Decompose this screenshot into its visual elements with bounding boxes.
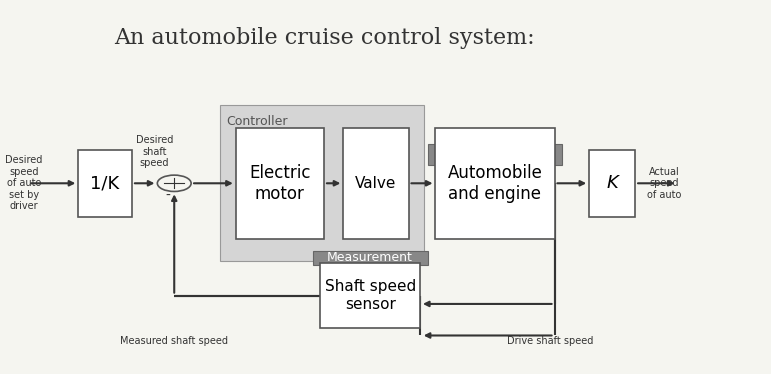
Text: Controller: Controller	[227, 114, 288, 128]
Bar	[312, 251, 428, 265]
Bar	[221, 105, 424, 261]
Text: K: K	[606, 174, 618, 192]
Text: Desired
speed
of auto
set by
driver: Desired speed of auto set by driver	[5, 155, 42, 211]
Text: Measurement: Measurement	[327, 251, 413, 264]
Text: Actual
speed
of auto: Actual speed of auto	[647, 167, 681, 200]
Text: Process: Process	[471, 148, 519, 161]
Bar	[428, 144, 562, 165]
Bar	[589, 150, 635, 217]
Text: Drive shaft speed: Drive shaft speed	[507, 336, 594, 346]
Text: Electric
motor: Electric motor	[249, 164, 311, 203]
Bar	[343, 128, 409, 239]
Text: Measured shaft speed: Measured shaft speed	[120, 336, 228, 346]
Text: 1/K: 1/K	[90, 174, 120, 192]
Bar	[320, 263, 420, 328]
Bar	[436, 128, 554, 239]
Text: Valve: Valve	[355, 176, 396, 191]
Text: An automobile cruise control system:: An automobile cruise control system:	[114, 27, 534, 49]
Text: Automobile
and engine: Automobile and engine	[447, 164, 543, 203]
Bar	[236, 128, 324, 239]
Text: Shaft speed
sensor: Shaft speed sensor	[325, 279, 416, 312]
Text: -: -	[166, 189, 170, 203]
Text: Desired
shaft
speed: Desired shaft speed	[136, 135, 173, 168]
Bar	[78, 150, 132, 217]
